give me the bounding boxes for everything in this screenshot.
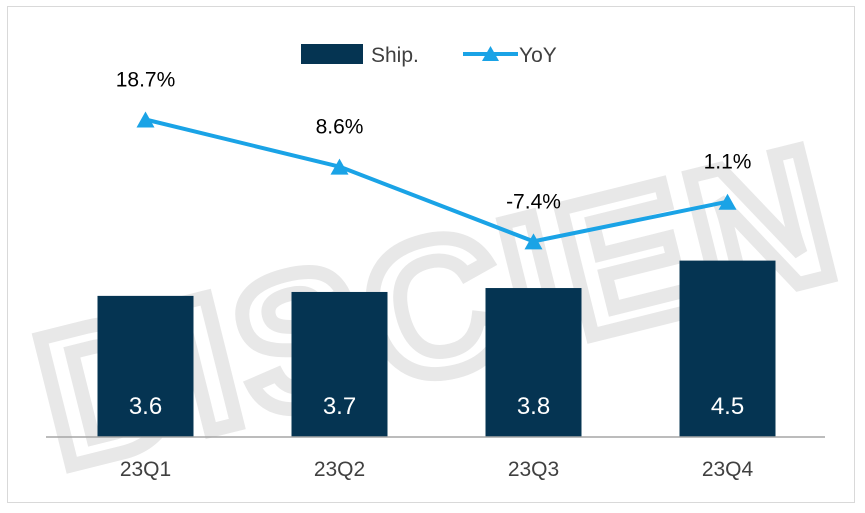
bars: 3.6 3.7 3.8 4.5 [97, 260, 776, 437]
yoy-series: 18.7% 8.6% -7.4% 1.1% [116, 69, 752, 250]
bar-swatch-icon [301, 44, 363, 64]
x-tick-label: 23Q4 [702, 458, 754, 481]
x-tick-label: 23Q3 [508, 458, 559, 481]
bar-23q4 [679, 260, 776, 437]
chart-svg: DISCIEN Ship. YoY 3.6 3.7 3.8 4.5 23Q1 23Q2 2… [11, 44, 856, 504]
bar-value-label: 3.8 [517, 393, 550, 420]
bar-value-label: 3.6 [129, 393, 162, 420]
yoy-data-label: 18.7% [116, 69, 176, 92]
bar-23q3 [485, 288, 582, 437]
legend-label-yoy: YoY [519, 44, 557, 67]
yoy-point-marker [524, 233, 543, 250]
bar-23q2 [291, 291, 388, 437]
bar-23q1 [97, 295, 194, 437]
yoy-data-label: -7.4% [506, 190, 561, 213]
legend-label-ship: Ship. [371, 44, 419, 67]
yoy-point-marker [330, 158, 349, 175]
x-tick-label: 23Q1 [120, 458, 171, 481]
chart-frame: DISCIEN Ship. YoY 3.6 3.7 3.8 4.5 23Q1 23Q2 2… [7, 6, 856, 504]
legend: Ship. YoY [301, 44, 557, 67]
bar-value-label: 3.7 [323, 393, 356, 420]
yoy-point-marker [136, 111, 155, 128]
x-axis-ticks: 23Q1 23Q2 23Q3 23Q4 [120, 458, 754, 481]
bar-value-label: 4.5 [711, 393, 744, 420]
yoy-data-label: 1.1% [704, 151, 752, 174]
x-tick-label: 23Q2 [314, 458, 365, 481]
yoy-point-marker [718, 193, 737, 210]
yoy-line [145, 117, 728, 244]
triangle-marker-icon [482, 46, 499, 61]
yoy-data-label: 8.6% [316, 116, 364, 139]
